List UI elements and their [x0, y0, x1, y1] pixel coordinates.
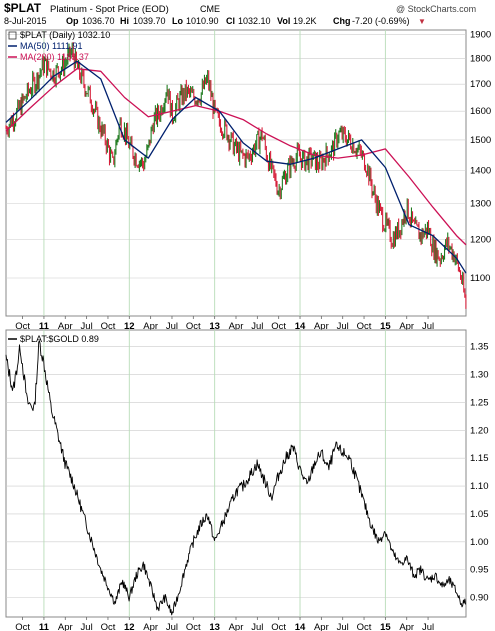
- x-tick-label: 15: [380, 321, 391, 332]
- x-tick-label: Oct: [186, 622, 201, 631]
- x-tick-label: Jul: [337, 321, 349, 332]
- instrument-name: Platinum - Spot Price (EOD): [50, 4, 169, 15]
- x-tick-label: 11: [39, 321, 50, 332]
- ma200-line: [5, 68, 467, 246]
- x-tick-label: Jul: [81, 622, 93, 631]
- legend-label: MA(50) 1111.91: [20, 41, 83, 51]
- y-tick-label: 1.20: [470, 425, 489, 436]
- open-value: 1036.70: [82, 16, 115, 26]
- watermark: @ StockCharts.com: [396, 4, 476, 14]
- y-tick-label: 1.05: [470, 509, 489, 520]
- x-tick-label: Apr: [229, 321, 244, 332]
- x-tick-label: Jul: [166, 622, 178, 631]
- x-tick-label: Oct: [357, 622, 372, 631]
- y-tick-label: 1100: [470, 273, 490, 284]
- x-tick-label: Oct: [15, 622, 30, 631]
- y-tick-label: 1.00: [470, 537, 489, 548]
- plot-frame: [5, 29, 467, 317]
- x-tick-label: Apr: [143, 622, 158, 631]
- chg-down-arrow-icon: ▼: [418, 17, 426, 26]
- x-tick-label: Apr: [314, 321, 329, 332]
- ratio-legend: $PLAT:$GOLD 0.89: [8, 334, 99, 344]
- date-label: 8-Jul-2015: [4, 16, 47, 26]
- legend-label: $PLAT (Daily) 1032.10: [20, 30, 110, 40]
- y-tick-label: 1.15: [470, 453, 489, 464]
- legend-bars-icon: [8, 31, 17, 40]
- ratio-panel: 0.90 0.95 1.00 1.05 1.10 1.15 1.20 1.25 1.30 1.35…: [5, 329, 489, 631]
- x-tick-label: Apr: [399, 622, 414, 631]
- plot-frame: [5, 329, 467, 618]
- y-tick-label: 1400: [470, 166, 491, 177]
- x-tick-label: Jul: [251, 321, 263, 332]
- vol-value: 19.2K: [293, 16, 317, 26]
- x-tick-label: Oct: [101, 622, 116, 631]
- y-tick-label: 1.10: [470, 481, 489, 492]
- x-tick-label: 12: [124, 321, 135, 332]
- low-label: Lo: [172, 16, 183, 26]
- y-tick-label: 1.35: [470, 342, 489, 353]
- open-label: Op: [66, 16, 79, 26]
- x-tick-label: Oct: [186, 321, 201, 332]
- x-tick-label: 12: [124, 622, 135, 631]
- y-tick-label: 1600: [470, 106, 491, 117]
- y-tick-label: 1300: [470, 199, 491, 210]
- y-tick-label: 1.25: [470, 397, 489, 408]
- x-tick-label: Jul: [81, 321, 93, 332]
- x-tick-label: Jul: [337, 622, 349, 631]
- x-tick-label: Oct: [271, 321, 286, 332]
- x-tick-label: Jul: [166, 321, 178, 332]
- x-tick-label: 14: [295, 622, 306, 631]
- legend-label: MA(200) 1185.37: [20, 52, 89, 62]
- vol-label: Vol: [277, 16, 290, 26]
- x-tick-label: Apr: [143, 321, 158, 332]
- price-panel: 1100 1200 1300 1400 1500 1600 1700 1800 1900 Oct 1…: [5, 29, 491, 332]
- x-tick-label: Oct: [15, 321, 30, 332]
- x-tick-label: 13: [209, 622, 220, 631]
- y-tick-label: 1.30: [470, 370, 489, 381]
- high-label: Hi: [120, 16, 129, 26]
- x-tick-label: Jul: [251, 622, 263, 631]
- y-tick-label: 1500: [470, 135, 491, 146]
- x-tick-label: 11: [39, 622, 50, 631]
- y-tick-label: 0.95: [470, 565, 489, 576]
- y-tick-label: 1200: [470, 234, 491, 245]
- ratio-line: [5, 340, 466, 616]
- x-tick-label: Jul: [422, 321, 434, 332]
- x-tick-label: Apr: [58, 622, 73, 631]
- chg-label: Chg: [333, 16, 351, 26]
- low-value: 1010.90: [186, 16, 219, 26]
- symbol-label: $PLAT: [4, 1, 42, 15]
- x-tick-label: Jul: [422, 622, 434, 631]
- x-tick-label: Oct: [101, 321, 116, 332]
- x-tick-label: Apr: [229, 622, 244, 631]
- chg-value: -7.20 (-0.69%): [352, 16, 410, 26]
- high-value: 1039.70: [133, 16, 166, 26]
- x-tick-label: 15: [380, 622, 391, 631]
- x-tick-label: Apr: [58, 321, 73, 332]
- y-tick-label: 0.90: [470, 592, 489, 603]
- x-tick-label: Apr: [314, 622, 329, 631]
- x-tick-label: 14: [295, 321, 306, 332]
- x-tick-label: Apr: [399, 321, 414, 332]
- x-tick-label: 13: [209, 321, 220, 332]
- y-tick-label: 1900: [470, 30, 491, 41]
- x-tick-label: Oct: [271, 622, 286, 631]
- x-tick-label: Oct: [357, 321, 372, 332]
- legend-label: $PLAT:$GOLD 0.89: [20, 334, 99, 344]
- y-tick-label: 1700: [470, 79, 491, 90]
- close-value: 1032.10: [238, 16, 271, 26]
- y-tick-label: 1800: [470, 54, 491, 65]
- close-label: Cl: [226, 16, 235, 26]
- ma50-line: [5, 60, 467, 274]
- exchange-label: CME: [200, 4, 220, 14]
